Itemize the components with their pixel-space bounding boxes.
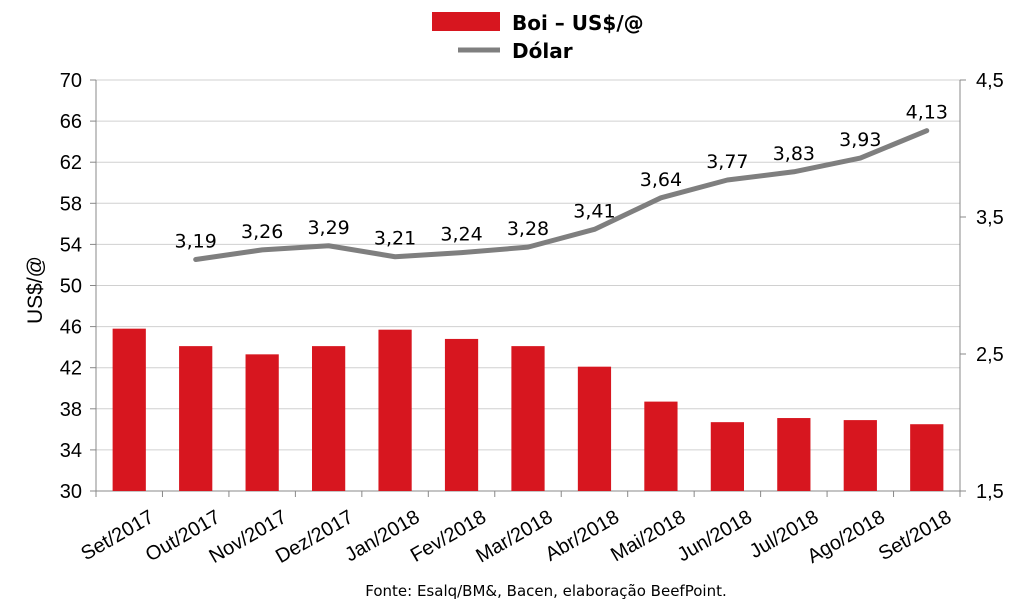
dolar-line [193,128,930,262]
bar [577,366,612,491]
y-tick-label: 42 [60,358,82,380]
data-label: 3,28 [507,218,549,240]
line-series: 3,19 3,26 3,29 3,21 3,24 3,28 3,41 3,64 3,77 3,83… [175,102,948,262]
y-tick-label: 70 [60,70,82,92]
data-label: 3,77 [706,151,748,173]
x-tick-label: Mai/2018 [607,506,689,566]
grid-lines [96,79,960,492]
data-label: 3,26 [241,221,283,243]
data-label: 3,64 [640,169,682,191]
bar [179,346,213,491]
bar [112,328,146,491]
data-label: 3,19 [175,230,217,252]
bar [511,346,545,491]
data-label: 3,83 [773,143,815,165]
y2-tick-label: 1,5 [976,481,1004,503]
y-tick-label: 34 [60,440,82,462]
bar [710,422,744,491]
x-tick-label: Abr/2018 [542,506,623,566]
bar [777,418,811,491]
bar [910,424,944,491]
y-tick-label: 54 [60,234,82,256]
legend-label-line: Dólar [512,39,573,63]
bar [843,420,877,491]
data-label: 4,13 [906,102,948,124]
y-axis-label: US$/@ [24,256,47,324]
y2-tick-label: 3,5 [976,207,1004,229]
legend-label-bar: Boi – US$/@ [512,11,644,35]
y-tick-label: 46 [60,317,82,339]
bar [245,354,279,491]
y-tick-label: 62 [60,152,82,174]
bar [444,338,479,491]
data-label: 3,21 [374,228,416,250]
data-label: 3,24 [440,224,482,246]
y-tick-label: 66 [60,111,82,133]
y-tick-label: 58 [60,193,82,215]
y-tick-label: 30 [60,481,82,503]
legend: Boi – US$/@ Dólar [432,11,644,63]
bar [312,346,346,491]
y2-tick-label: 4,5 [976,70,1004,92]
tick-labels: 30 34 38 42 46 50 54 58 62 66 70 1,5 2,5 3,5 4,5 [60,70,1004,503]
x-tick-label: Jun/2018 [674,506,756,566]
bar [378,329,412,491]
legend-swatch-bar [432,12,500,31]
y-tick-label: 50 [60,276,82,298]
x-tick-label: Set/2018 [875,506,955,565]
bar [644,401,678,491]
y-tick-label: 38 [60,399,82,421]
data-label: 3,41 [573,200,615,222]
data-label: 3,29 [307,217,349,239]
source-note: Fonte: Esalq/BM&, Bacen, elaboração Beef… [365,582,726,600]
y2-tick-label: 2,5 [976,344,1004,366]
x-tick-label: Set/2017 [77,506,157,565]
x-tick-labels: Set/2017Out/2017Nov/2017Dez/2017Jan/2018… [77,506,955,568]
data-label: 3,93 [839,129,881,151]
bar-series [112,328,944,491]
x-tick-label: Mar/2018 [472,506,556,567]
